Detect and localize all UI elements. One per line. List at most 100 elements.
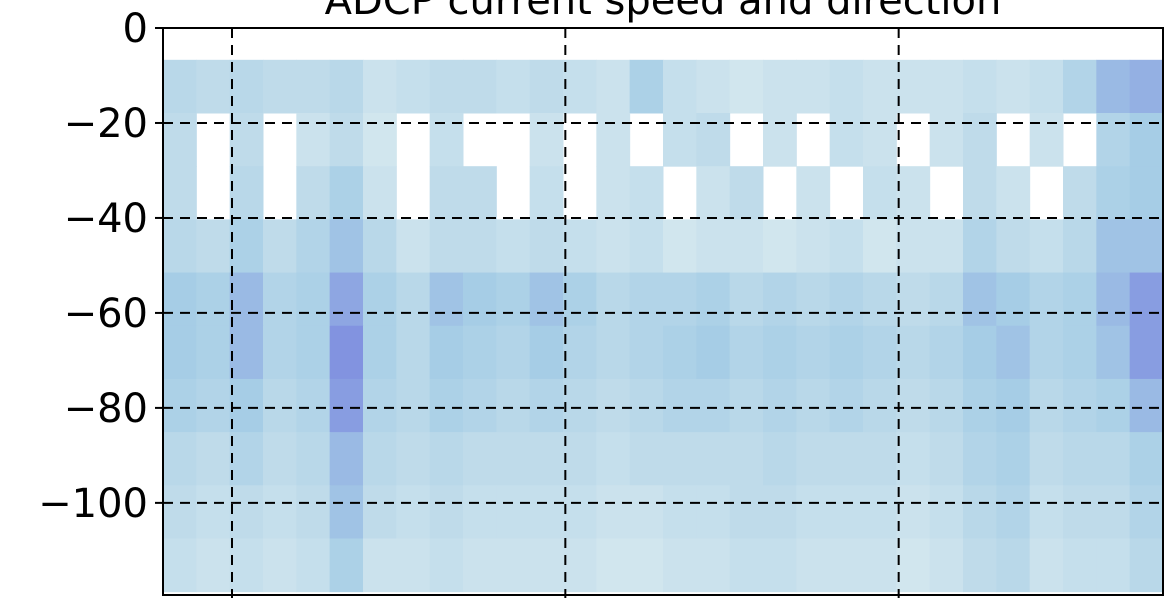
heatmap-cell: [996, 485, 1031, 539]
heatmap-cell: [929, 59, 964, 114]
heatmap-cell: [796, 219, 831, 274]
heatmap-cell: [963, 272, 997, 327]
heatmap-cell: [463, 272, 497, 327]
heatmap-cell: [963, 432, 997, 486]
heatmap-cell: [629, 485, 664, 539]
heatmap-cell: [729, 166, 764, 220]
heatmap-cell: [263, 378, 297, 433]
heatmap-cell: [529, 485, 564, 539]
heatmap-cell: [329, 485, 364, 539]
heatmap-cell: [1096, 113, 1131, 167]
heatmap-cell: [296, 538, 331, 593]
heatmap-cell: [329, 219, 364, 274]
heatmap-cell: [263, 432, 297, 486]
heatmap-cell: [1129, 219, 1164, 274]
heatmap-cell: [929, 485, 964, 539]
heatmap-cell: [763, 113, 797, 167]
heatmap-cell: [996, 59, 1031, 114]
heatmap-cell: [329, 113, 364, 167]
heatmap-cell: [996, 166, 1031, 220]
heatmap-cell: [329, 378, 364, 433]
heatmap-cell: [396, 378, 431, 433]
heatmap-cell: [463, 166, 497, 220]
heatmap-cell: [529, 59, 564, 114]
heatmap-cell: [263, 59, 297, 114]
heatmap-cell: [1129, 166, 1164, 220]
heatmap-cell: [363, 378, 397, 433]
plot-frame: [162, 27, 1164, 596]
heatmap-cell: [629, 59, 664, 114]
heatmap-cell: [829, 325, 864, 380]
heatmap-cell: [396, 59, 431, 114]
heatmap-cell: [263, 219, 297, 274]
heatmap-cell: [696, 59, 731, 114]
heatmap-cell: [363, 113, 397, 167]
heatmap-cell: [629, 325, 664, 380]
heatmap-cell: [763, 538, 797, 593]
heatmap-cell: [263, 272, 297, 327]
heatmap-cell: [896, 432, 931, 486]
heatmap-cell: [929, 272, 964, 327]
heatmap-cell: [396, 272, 431, 327]
heatmap-cell: [963, 113, 997, 167]
heatmap-cell: [496, 432, 531, 486]
heatmap-cell: [829, 59, 864, 114]
heatmap-cell: [863, 432, 897, 486]
heatmap-cell: [863, 538, 897, 593]
heatmap-cell: [1029, 59, 1064, 114]
heatmap-cell: [696, 538, 731, 593]
heatmap-cell: [196, 219, 231, 274]
heatmap-cell: [863, 272, 897, 327]
heatmap-cell: [1096, 166, 1131, 220]
heatmap-cell: [429, 166, 464, 220]
heatmap-cell: [463, 378, 497, 433]
heatmap-cell: [529, 166, 564, 220]
heatmap-cell: [1029, 432, 1064, 486]
heatmap-cell: [929, 538, 964, 593]
heatmap-cell: [1129, 485, 1164, 539]
heatmap-cell: [829, 538, 864, 593]
heatmap-cell: [696, 485, 731, 539]
heatmap-cell: [163, 59, 197, 114]
heatmap-cell: [563, 538, 597, 593]
heatmap-cell: [863, 485, 897, 539]
heatmap-cell: [996, 325, 1031, 380]
heatmap-cell: [1063, 485, 1097, 539]
heatmap-cell: [363, 485, 397, 539]
heatmap-cell: [296, 325, 331, 380]
heatmap-cell: [463, 325, 497, 380]
heatmap-cell: [196, 538, 231, 593]
heatmap-cell: [796, 325, 831, 380]
heatmap-cell: [229, 378, 264, 433]
heatmap-cell: [263, 538, 297, 593]
heatmap-cell: [596, 59, 631, 114]
chart-title: ADCP current speed and direction: [325, 0, 1002, 24]
heatmap-cell: [329, 325, 364, 380]
heatmap-cell: [763, 432, 797, 486]
heatmap-cell: [996, 272, 1031, 327]
heatmap-cell: [796, 485, 831, 539]
heatmap-cell: [663, 219, 697, 274]
heatmap-cell: [363, 219, 397, 274]
heatmap-cell: [729, 219, 764, 274]
heatmap-cell: [663, 59, 697, 114]
heatmap-cell: [563, 59, 597, 114]
heatmap-cell: [863, 113, 897, 167]
heatmap-cell: [163, 166, 197, 220]
heatmap-cell: [296, 219, 331, 274]
heatmap-cell: [329, 166, 364, 220]
heatmap-cell: [1096, 272, 1131, 327]
heatmap-cell: [396, 538, 431, 593]
heatmap-cell: [863, 166, 897, 220]
heatmap-cell: [763, 485, 797, 539]
heatmap-cell: [896, 219, 931, 274]
heatmap-cell: [496, 219, 531, 274]
y-tick-label: −60: [64, 291, 148, 337]
heatmap-cell: [796, 378, 831, 433]
heatmap-cell: [1063, 272, 1097, 327]
y-tick-label: −20: [64, 101, 148, 147]
heatmap-cell: [1029, 485, 1064, 539]
heatmap-cell: [563, 485, 597, 539]
heatmap-cell: [296, 166, 331, 220]
heatmap-cell: [829, 272, 864, 327]
